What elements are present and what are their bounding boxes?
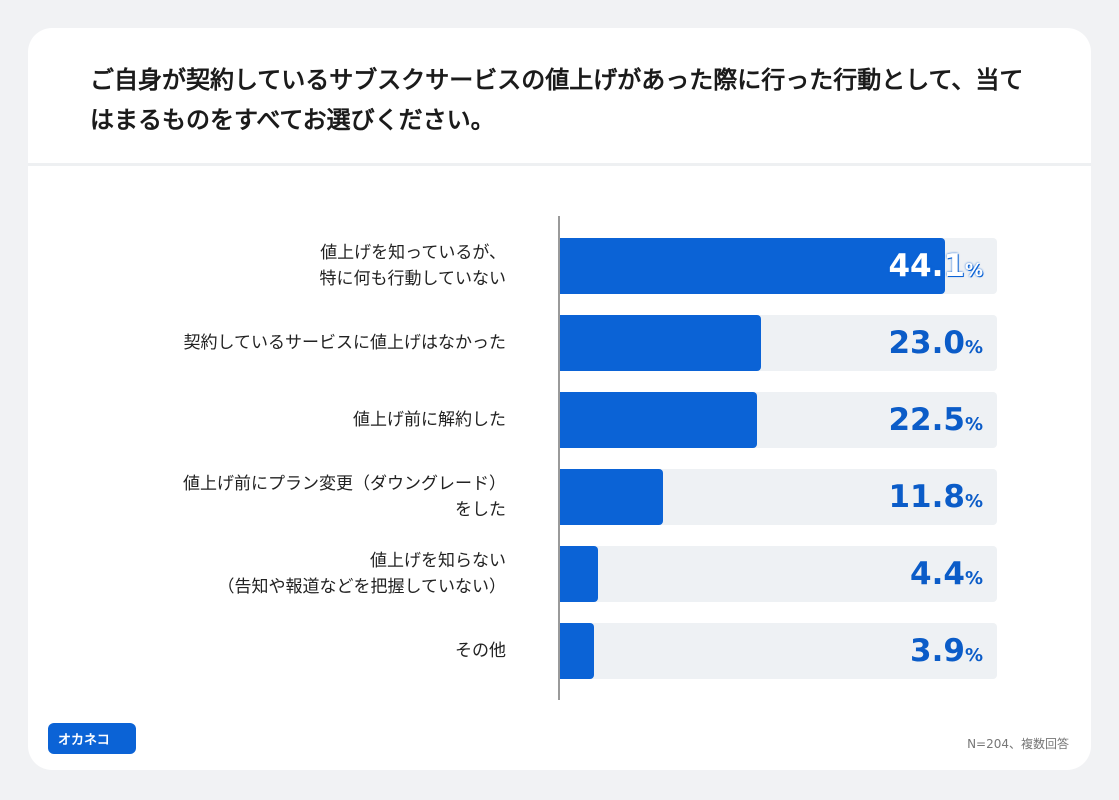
bar <box>560 392 757 448</box>
value-label-group: 23.0% <box>888 325 983 361</box>
category-label: その他 <box>455 641 506 661</box>
category-label: 値上げを知っているが、 特に何も行動していない <box>319 243 507 289</box>
bar-track <box>560 623 997 679</box>
value-label: 4.4 <box>910 556 965 592</box>
bar <box>560 546 599 602</box>
category-label: 値上げ前に解約した <box>353 410 506 430</box>
value-label-group: 4.4% <box>910 556 983 592</box>
value-unit: % <box>964 260 983 281</box>
bar <box>560 315 762 371</box>
value-label-group: 3.9% <box>910 633 983 669</box>
category-label: 値上げ前にプラン変更（ダウングレード） をした <box>183 474 506 520</box>
value-unit: % <box>964 491 983 512</box>
value-label: 44.1 <box>888 248 965 284</box>
axis-line <box>558 216 560 700</box>
bar <box>560 469 664 525</box>
value-label-group: 11.8% <box>888 479 983 515</box>
card: ご自身が契約しているサブスクサービスの値上げがあった際に行った行動として、当ては… <box>28 28 1091 770</box>
category-label: 契約しているサービスに値上げはなかった <box>183 333 507 353</box>
value-label: 3.9 <box>910 633 965 669</box>
value-label: 11.8 <box>888 479 965 515</box>
header: ご自身が契約しているサブスクサービスの値上げがあった際に行った行動として、当ては… <box>28 28 1091 166</box>
value-unit: % <box>964 337 983 358</box>
category-label: 値上げを知らない （告知や報道などを把握していない） <box>217 551 507 597</box>
value-label: 22.5 <box>888 402 965 438</box>
note: N=204、複数回答 <box>967 737 1069 751</box>
value-unit: % <box>964 414 983 435</box>
value-label-group: 44.1% <box>888 248 983 284</box>
chart-title: ご自身が契約しているサブスクサービスの値上げがあった際に行った行動として、当ては… <box>90 66 1024 134</box>
value-unit: % <box>964 568 983 589</box>
bar <box>560 238 946 294</box>
value-label-group: 22.5% <box>888 402 983 438</box>
bar <box>560 623 595 679</box>
logo: オカネコ <box>48 723 136 754</box>
value-unit: % <box>964 645 983 666</box>
value-label: 23.0 <box>888 325 965 361</box>
bar-track <box>560 546 997 602</box>
